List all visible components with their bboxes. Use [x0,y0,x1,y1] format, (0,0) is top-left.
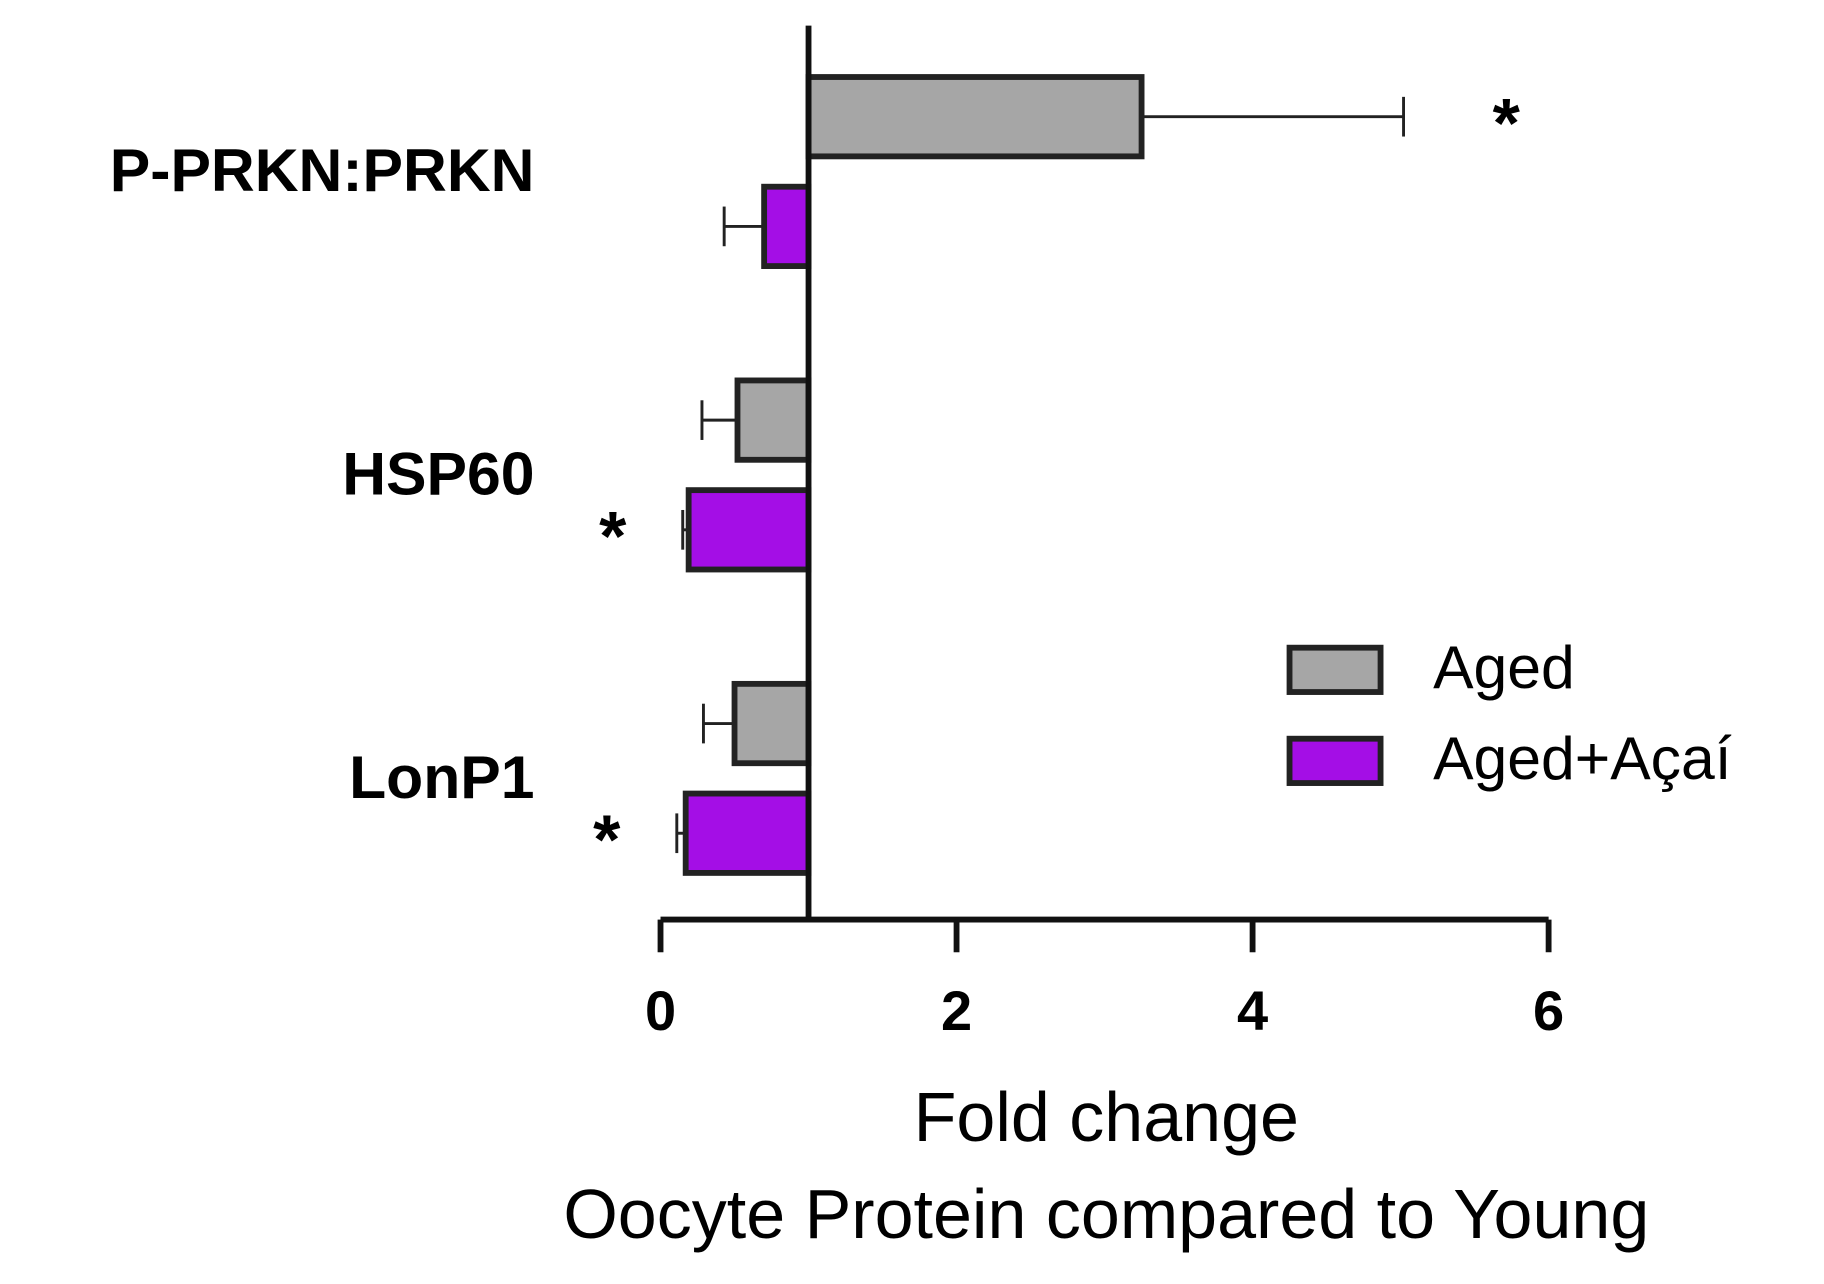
x-axis-label: Oocyte Protein compared to Young [563,1175,1649,1253]
legend-swatch [1286,644,1384,695]
category-label: P-PRKN:PRKN [110,136,535,204]
x-tick-label: 6 [1533,979,1564,1042]
legend-swatch [1286,735,1384,786]
significance-marker: * [593,800,621,878]
category-label: HSP60 [342,440,534,508]
bar [731,680,812,767]
significance-marker: * [1493,84,1521,162]
legend-label: Aged+Açaí [1433,724,1732,792]
legend-label: Aged [1433,633,1575,701]
bar [761,183,812,269]
x-tick-label: 4 [1237,979,1268,1042]
category-label: LonP1 [349,743,534,811]
bar [805,74,1145,160]
bar [685,487,812,573]
bar [682,790,812,876]
significance-marker: * [599,497,627,575]
x-axis-label: Fold change [914,1078,1299,1156]
plot: Fold change Oocyte Protein compared to Y… [110,25,1732,1253]
x-tick-label: 0 [645,979,676,1042]
bar [734,377,812,463]
x-tick-label: 2 [941,979,972,1042]
